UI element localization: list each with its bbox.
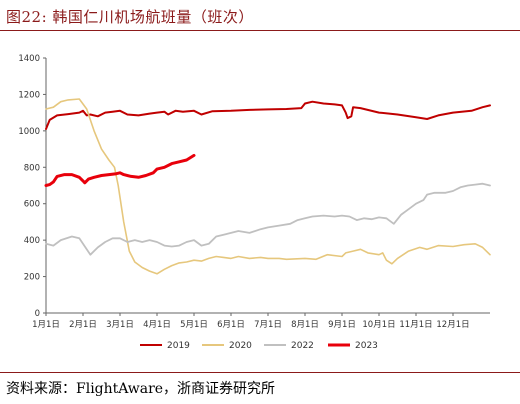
series-line-2022 bbox=[45, 182, 491, 256]
x-tick-label: 5月1日 bbox=[180, 320, 208, 330]
series-line-2019 bbox=[45, 100, 491, 130]
series-line-2020 bbox=[45, 98, 491, 275]
legend-label-2022: 2022 bbox=[291, 341, 314, 351]
y-tick-label: 1400 bbox=[18, 54, 40, 64]
x-tick-label: 2月1日 bbox=[69, 320, 97, 330]
source-divider bbox=[0, 372, 520, 373]
y-tick-label: 200 bbox=[24, 273, 40, 283]
y-tick-label: 400 bbox=[24, 236, 40, 246]
legend-label-2023: 2023 bbox=[355, 341, 378, 351]
y-tick-label: 600 bbox=[24, 200, 40, 210]
x-tick-label: 1月1日 bbox=[32, 320, 60, 330]
x-tick-label: 12月1日 bbox=[436, 320, 469, 330]
x-tick-label: 9月1日 bbox=[328, 320, 356, 330]
x-tick-label: 4月1日 bbox=[143, 320, 171, 330]
x-tick-label: 10月1日 bbox=[362, 320, 395, 330]
y-tick-label: 1000 bbox=[18, 127, 40, 137]
title-divider bbox=[0, 30, 520, 31]
series-line-2023 bbox=[44, 153, 196, 187]
x-tick-label: 7月1日 bbox=[254, 320, 282, 330]
source-note: 资料来源：FlightAware，浙商证券研究所 bbox=[6, 381, 276, 397]
figure-title: 图22: 韩国仁川机场航班量（班次） bbox=[6, 8, 254, 26]
legend-label-2020: 2020 bbox=[229, 341, 252, 351]
flight-volume-chart: 0 200 400 600 800 1000 1200 1400 1月1日 2月1日 3月1日 4月1… bbox=[18, 54, 491, 351]
x-tick-label: 3月1日 bbox=[106, 320, 134, 330]
y-tick-label: 800 bbox=[24, 163, 40, 173]
x-tick-label: 11月1日 bbox=[399, 320, 432, 330]
x-tick-label: 8月1日 bbox=[291, 320, 319, 330]
y-tick-label: 0 bbox=[35, 309, 40, 319]
legend-label-2019: 2019 bbox=[167, 341, 190, 351]
x-tick-label: 6月1日 bbox=[217, 320, 245, 330]
y-tick-label: 1200 bbox=[18, 90, 40, 100]
